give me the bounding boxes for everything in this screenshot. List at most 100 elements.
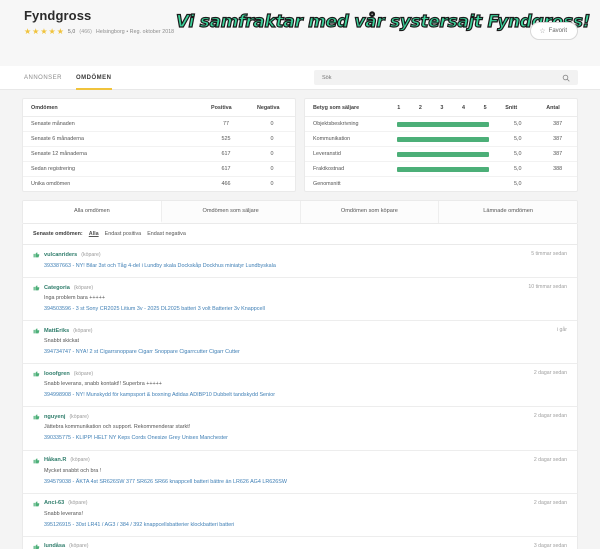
review-username[interactable]: lundåsa xyxy=(44,543,66,549)
review-comment: Inga problem bara +++++ xyxy=(44,295,105,302)
row-count xyxy=(538,177,577,192)
review-role: (köpare) xyxy=(70,457,90,464)
table-row: Senaste 6 månaderna 525 0 xyxy=(23,131,295,147)
review-item-link[interactable]: 390335775 - KLIPP! HELT NY Keps Cords On… xyxy=(44,435,228,442)
stats-section: Omdömen Positiva Negativa Senaste månade… xyxy=(0,90,600,192)
review-item-link[interactable]: 393387663 - NY! Bilar 3st och Tåg 4-del … xyxy=(44,263,276,269)
review-timestamp: 2 dagar sedan xyxy=(533,370,567,377)
row-average: 5,0 xyxy=(497,146,539,162)
review-role: (köpare) xyxy=(73,327,93,334)
thumbs-up-icon xyxy=(33,457,40,463)
search-input[interactable] xyxy=(322,74,562,81)
table-row: Leveranstid 5,0 387 xyxy=(305,146,577,162)
row-label: Sedan registrering xyxy=(23,161,203,177)
filter-tab-alla-omdomen[interactable]: Alla omdömen xyxy=(23,201,162,223)
row-count: 387 xyxy=(538,131,577,147)
thumbs-up-icon xyxy=(33,252,40,258)
review-filter-tabs: Alla omdömen Omdömen som säljare Omdömen… xyxy=(22,200,578,224)
table-row: Kommunikation 5,0 387 xyxy=(305,131,577,147)
list-item: looofgren (köpare) 2 dagar sedan Snabb l… xyxy=(22,364,578,408)
row-positive: 617 xyxy=(203,146,249,162)
review-role: (köpare) xyxy=(81,251,101,258)
review-header: vulcanriders (köpare) xyxy=(33,251,567,258)
review-header: MattEriks (köpare) xyxy=(33,327,567,334)
row-label: Kommunikation xyxy=(305,131,390,147)
review-item-link[interactable]: 394503596 - 3 st Sony CR2025 Litium 3v -… xyxy=(44,306,265,313)
star-icon: ★ xyxy=(24,26,32,36)
list-item: lundåsa (köpare) 3 dagar sedan 395580975… xyxy=(22,536,578,549)
rating-value: 5,0 xyxy=(67,28,76,35)
review-comment: Snabb leverans, snabb kontakt!! Superbra… xyxy=(44,381,162,388)
rating-bar xyxy=(389,146,498,162)
row-negative: 0 xyxy=(249,116,295,132)
review-username[interactable]: vulcanriders xyxy=(44,251,78,258)
row-label: Unika omdömen xyxy=(31,181,71,187)
table-row: Objektsbeskrivning 5,0 387 xyxy=(305,116,577,132)
review-username[interactable]: Anci-63 xyxy=(44,500,65,507)
tab-annonser[interactable]: ANNONSER xyxy=(24,74,63,81)
rating-bar-empty xyxy=(389,177,497,192)
star-icon: ★ xyxy=(40,26,48,36)
star-icon: ★ xyxy=(56,26,64,36)
rating-count: (466) xyxy=(79,28,92,35)
list-item: nguyenj (köpare) 2 dagar sedan Jättebra … xyxy=(22,407,578,451)
tab-omdomen[interactable]: OMDÖMEN xyxy=(76,66,112,90)
row-label: Objektsbeskrivning xyxy=(305,116,390,132)
search-box[interactable] xyxy=(314,70,578,85)
review-subfilter: Senaste omdömen: Alla Endast positiva En… xyxy=(22,224,578,245)
row-positive: 466 xyxy=(221,181,231,187)
review-comment: Mycket snabbt och bra ! xyxy=(44,467,102,474)
thumbs-up-icon xyxy=(33,500,40,507)
review-username[interactable]: looofgren xyxy=(44,370,70,377)
filter-tab-omdomen-som-saljare[interactable]: Omdömen som säljare xyxy=(161,201,301,223)
review-role: (köpare) xyxy=(68,500,88,507)
col-scale-1: 1 xyxy=(389,99,411,117)
review-username[interactable]: MattEriks xyxy=(44,327,70,334)
favorite-button[interactable]: ☆ Favorit xyxy=(530,22,578,40)
thumbs-up-icon xyxy=(33,285,40,291)
review-comment: Snabbt skickat xyxy=(44,338,80,345)
col-positiva: Positiva xyxy=(203,99,249,117)
row-label: Senaste 12 månaderna xyxy=(23,146,203,162)
row-average: 5,0 xyxy=(497,131,539,147)
table-header-row: Betyg som säljare 1 2 3 4 5 Snitt Antal xyxy=(305,99,577,117)
reviews-summary-panel: Omdömen Positiva Negativa Senaste månade… xyxy=(22,98,296,192)
row-average: 5,0 xyxy=(497,116,539,132)
thumbs-up-icon xyxy=(33,328,40,334)
row-label: Fraktkostnad xyxy=(305,161,390,177)
filter-tab-lamnade-omdomen[interactable]: Lämnade omdömen xyxy=(439,201,577,223)
col-scale-4: 4 xyxy=(454,99,476,117)
review-item-link[interactable]: 395126915 - 30st LR41 / AG3 / 384 / 392 … xyxy=(44,521,235,528)
row-negative: 0 xyxy=(270,181,274,187)
review-comment: Jättebra kommunikation och support. Reko… xyxy=(44,424,191,431)
review-username[interactable]: nguyenj xyxy=(44,413,66,420)
filter-tab-omdomen-som-kopare[interactable]: Omdömen som köpare xyxy=(300,201,440,223)
rating-bar-track xyxy=(397,136,490,142)
rating-bar xyxy=(389,116,498,132)
rating-bar-fill xyxy=(397,121,490,127)
review-header: lundåsa (köpare) xyxy=(33,543,567,549)
table-row: Senaste 12 månaderna 617 0 xyxy=(23,146,295,162)
reviews-summary-table: Omdömen Positiva Negativa Senaste månade… xyxy=(23,99,295,191)
subfilter-endast-negativa[interactable]: Endast negativa xyxy=(147,231,186,237)
row-positive: 617 xyxy=(203,161,249,177)
subfilter-label: Senaste omdömen: xyxy=(33,231,83,237)
row-positive: 525 xyxy=(203,131,249,147)
review-item-link[interactable]: 394734747 - NYA! 2 st Cigarrsnoppare Cig… xyxy=(44,349,240,356)
review-item-link[interactable]: 394998908 - NY! Munskydd för kampsport &… xyxy=(44,392,276,399)
review-item-link[interactable]: 394579038 - ÄKTA 4st SR626SW 377 SR626 S… xyxy=(44,478,287,485)
col-scale-2: 2 xyxy=(410,99,433,117)
review-username[interactable]: Categoria xyxy=(44,284,70,291)
subfilter-endast-positiva[interactable]: Endast positiva xyxy=(104,231,142,237)
row-label: Senaste månaden xyxy=(23,116,203,132)
review-header: Categoria (köpare) xyxy=(33,284,567,291)
col-omdomen: Omdömen xyxy=(23,99,203,117)
review-list: vulcanriders (köpare) 5 timmar sedan 393… xyxy=(0,245,600,549)
review-role: (köpare) xyxy=(73,370,94,377)
search-icon[interactable] xyxy=(562,74,570,82)
shop-meta: ★ ★ ★ ★ ★ 5,0 (466) Helsingborg • Reg. o… xyxy=(24,26,576,37)
review-username[interactable]: Håkan.R xyxy=(44,457,67,464)
col-betyg: Betyg som säljare xyxy=(305,99,390,117)
subfilter-alla[interactable]: Alla xyxy=(88,231,99,237)
table-row: Genomsnitt 5,0 xyxy=(305,177,577,192)
